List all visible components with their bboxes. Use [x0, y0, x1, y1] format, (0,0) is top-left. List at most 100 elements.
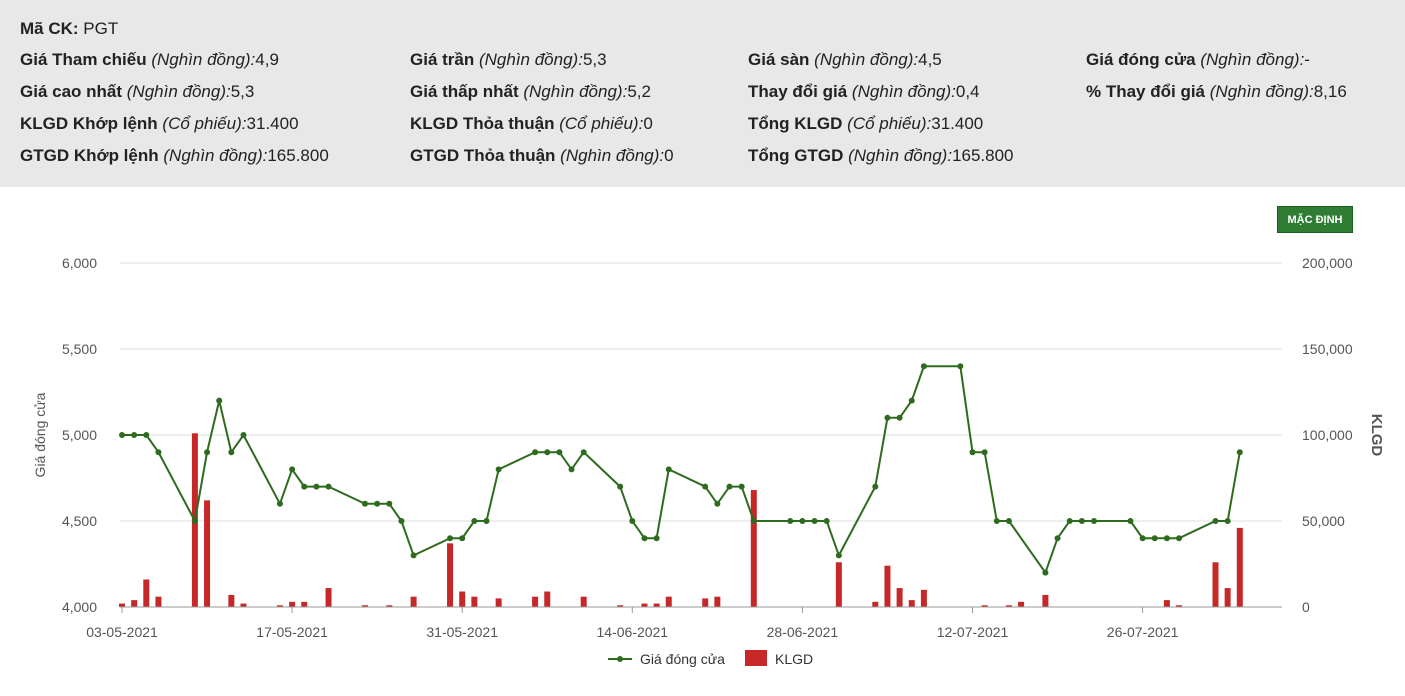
volume-bar — [580, 596, 587, 607]
chart-axes: 4,000 0 4,500 50,000 5,000 100,000 5,500 150,00… — [32, 255, 1385, 640]
price-point — [1224, 518, 1231, 524]
price-point — [228, 449, 235, 456]
stock-info-panel: Mã CK: PGT Giá Tham chiếu (Nghìn đồng):4… — [0, 0, 1405, 187]
info-field-unit: (Cổ phiếu): — [847, 114, 932, 133]
price-point — [908, 397, 915, 404]
volume-bar — [617, 605, 624, 607]
price-point — [532, 449, 539, 456]
volume-bar — [155, 596, 162, 607]
info-row: KLGD Khớp lệnh (Cổ phiếu):31.400 KLGD Thỏ… — [0, 112, 1405, 136]
price-point — [872, 483, 879, 490]
info-row: Giá cao nhất (Nghìn đồng):5,3 Giá thấp nh… — [0, 80, 1405, 104]
info-field-unit: (Nghìn đồng): — [848, 146, 953, 165]
volume-bar — [641, 603, 648, 607]
volume-bar — [386, 605, 393, 607]
price-point — [374, 500, 381, 507]
volume-bar — [362, 605, 368, 607]
price-point — [653, 535, 660, 542]
info-field-unit: (Nghìn đồng): — [151, 50, 256, 69]
info-field-unit: (Nghìn đồng): — [814, 50, 919, 69]
info-field-unit: (Nghìn đồng): — [851, 82, 956, 101]
volume-bar — [981, 605, 988, 607]
price-point — [726, 483, 733, 490]
info-field: Giá trần (Nghìn đồng):5,3 — [410, 48, 607, 72]
price-point — [1042, 569, 1049, 576]
volume-bar — [495, 598, 502, 607]
price-point — [799, 518, 806, 524]
price-point — [386, 500, 393, 507]
info-field-label: Giá trần — [410, 50, 475, 69]
info-field-label: GTGD Khớp lệnh — [20, 146, 159, 165]
y-tick-label: 4,500 — [62, 513, 97, 529]
info-field: Thay đổi giá (Nghìn đồng):0,4 — [748, 80, 980, 104]
info-field-value: 31.400 — [931, 114, 984, 133]
symbol-label: Mã CK: — [20, 19, 79, 38]
price-point — [313, 483, 320, 490]
volume-bar — [532, 596, 539, 607]
price-point — [410, 552, 417, 559]
price-point — [131, 432, 138, 438]
volume-bar — [119, 603, 125, 607]
info-field: Giá thấp nhất (Nghìn đồng):5,2 — [410, 80, 651, 104]
volume-bar — [410, 596, 417, 607]
info-field: GTGD Khớp lệnh (Nghìn đồng):165.800 — [20, 144, 329, 168]
info-field-value: - — [1304, 50, 1310, 69]
info-field-unit: (Nghìn đồng): — [163, 146, 268, 165]
info-field-unit: (Nghìn đồng): — [126, 82, 231, 101]
volume-bar — [1018, 601, 1025, 607]
volume-bar — [1224, 588, 1231, 607]
info-field: Giá cao nhất (Nghìn đồng):5,3 — [20, 80, 254, 104]
info-field-label: Giá đóng cửa — [1086, 50, 1196, 69]
info-field-value: 0 — [643, 114, 653, 133]
volume-bar — [896, 588, 903, 607]
volume-bar — [204, 500, 211, 607]
volume-bar — [1005, 605, 1012, 607]
info-field-label: KLGD Thỏa thuận — [410, 114, 555, 133]
price-point — [787, 518, 794, 524]
volume-bar — [143, 579, 150, 607]
price-point — [629, 518, 636, 524]
y2-tick-label: 50,000 — [1302, 513, 1345, 529]
price-point — [1139, 535, 1146, 542]
chart-legend: Giá đóng cửa KLGD — [608, 650, 813, 667]
volume-bar — [301, 601, 308, 607]
price-point — [459, 535, 466, 542]
price-point — [1005, 518, 1012, 524]
info-field-label: Giá thấp nhất — [410, 82, 519, 101]
info-field-label: GTGD Thỏa thuận — [410, 146, 556, 165]
price-point — [896, 414, 903, 421]
symbol-field: Mã CK: PGT — [20, 17, 118, 41]
info-field: Tổng KLGD (Cổ phiếu):31.400 — [748, 112, 983, 136]
price-point — [447, 535, 454, 542]
info-field: Giá Tham chiếu (Nghìn đồng):4,9 — [20, 48, 279, 72]
info-field-label: KLGD Khớp lệnh — [20, 114, 158, 133]
price-point — [119, 432, 125, 438]
info-field-label: Giá Tham chiếu — [20, 50, 147, 69]
price-point — [301, 483, 308, 490]
chart-grid — [120, 262, 1282, 608]
default-view-button[interactable]: MẶC ĐỊNH — [1277, 206, 1353, 233]
info-field: Giá sàn (Nghìn đồng):4,5 — [748, 48, 942, 72]
info-field-unit: (Nghìn đồng): — [560, 146, 665, 165]
info-row: GTGD Khớp lệnh (Nghìn đồng):165.800 GTGD … — [0, 144, 1405, 168]
volume-bar — [835, 562, 842, 607]
price-point — [957, 363, 964, 370]
volume-bar — [920, 589, 927, 607]
info-field-value: 5,3 — [582, 50, 607, 69]
price-point — [1212, 518, 1219, 524]
volume-bar — [665, 596, 672, 607]
info-field-unit: (Cổ phiếu): — [559, 114, 644, 133]
x-tick-label: 17-05-2021 — [256, 624, 328, 640]
price-point — [362, 500, 368, 507]
y-axis-title: Giá đóng cửa — [32, 392, 48, 477]
volume-bar — [131, 600, 138, 607]
volume-bar — [240, 603, 247, 607]
volume-bar — [1163, 600, 1170, 607]
info-field-label: Thay đổi giá — [748, 82, 848, 101]
price-point — [398, 518, 405, 524]
info-field: KLGD Thỏa thuận (Cổ phiếu):0 — [410, 112, 653, 136]
volume-bar — [459, 591, 466, 607]
price-point — [1091, 518, 1097, 524]
volume-bar — [544, 591, 551, 607]
price-point — [823, 518, 830, 524]
